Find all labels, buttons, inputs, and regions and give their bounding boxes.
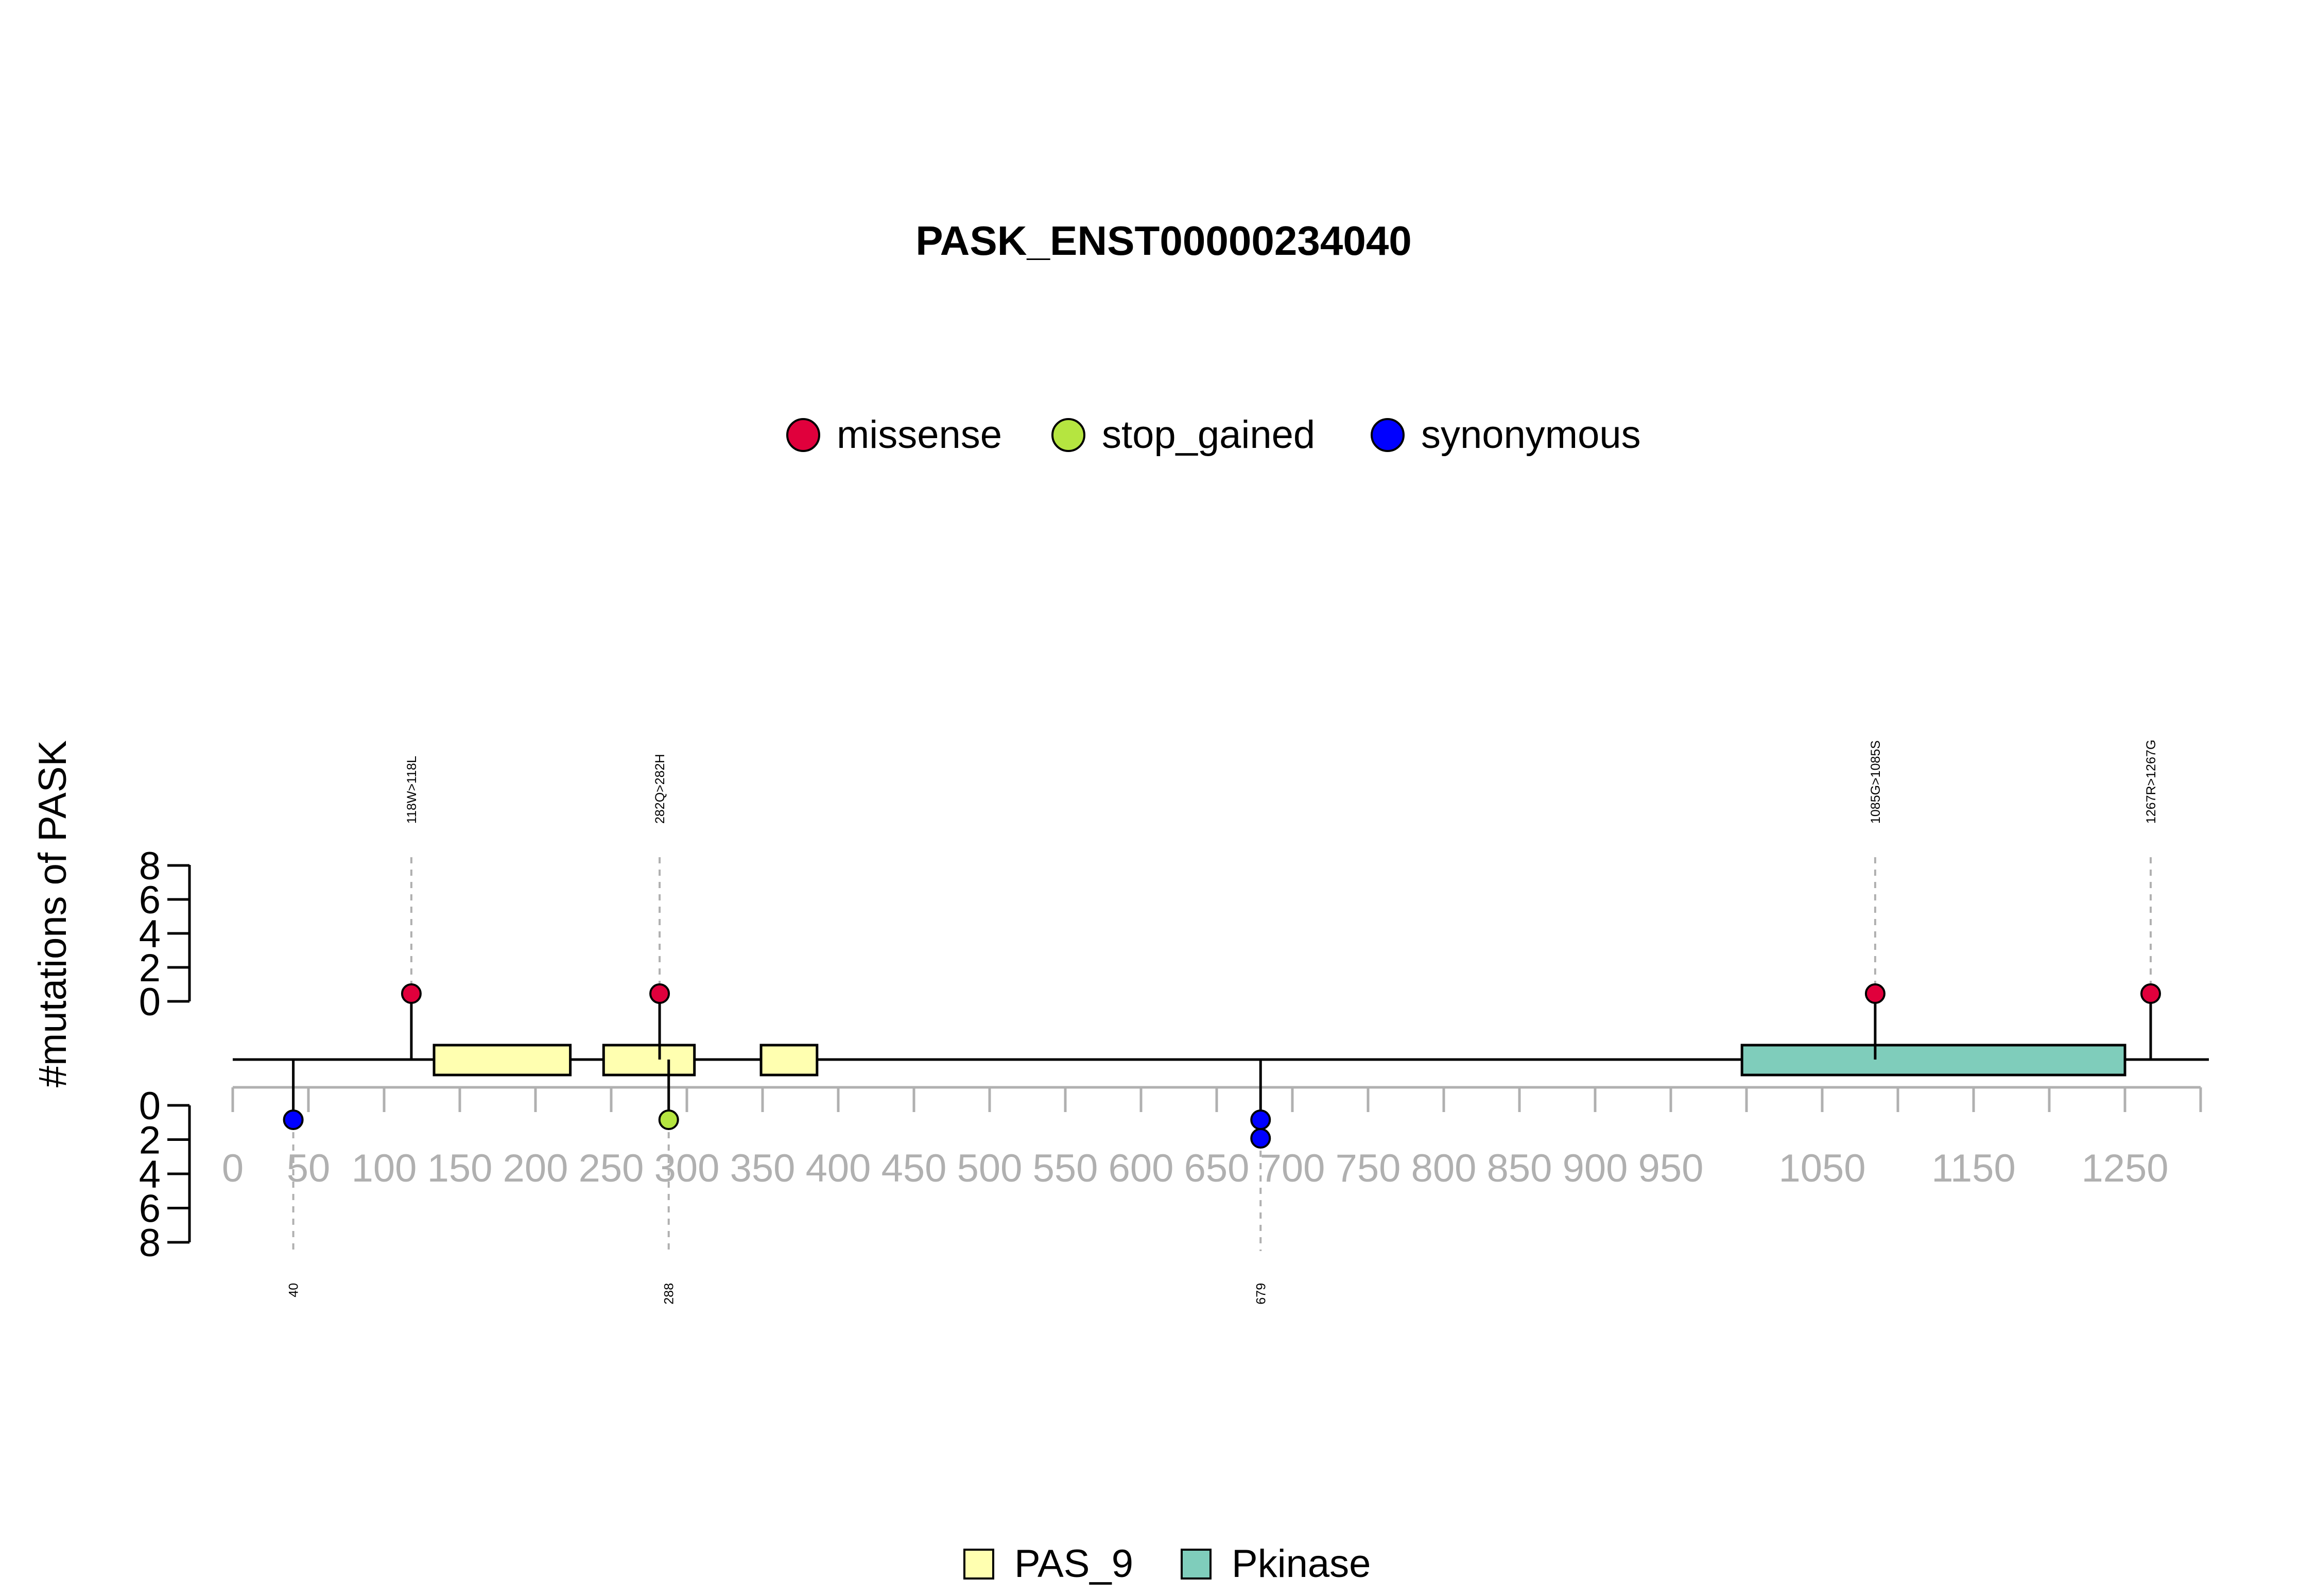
x-tick-label: 150 — [427, 1147, 493, 1190]
mutation-legend: missense stop_gained synonymous — [786, 413, 1641, 457]
x-tick-label: 1050 — [1778, 1147, 1865, 1190]
x-tick-label: 350 — [730, 1147, 796, 1190]
mutation-label: 1267R>1267G — [2144, 740, 2158, 824]
mutation-point-missense — [2140, 983, 2161, 1004]
legend-marker-stop_gained — [1051, 418, 1085, 452]
mutation-label: 282Q>282H — [653, 754, 667, 824]
mutation-point-missense — [649, 983, 670, 1004]
x-tick-label: 750 — [1336, 1147, 1401, 1190]
mutation-label: 288 — [662, 1283, 677, 1305]
domain-legend-label-Pkinase: Pkinase — [1232, 1542, 1371, 1586]
legend-label-missense: missense — [837, 413, 1002, 457]
legend-marker-missense — [786, 418, 820, 452]
y-tick-label-lower: 8 — [139, 1221, 161, 1265]
domain-legend-swatch-Pkinase — [1181, 1549, 1212, 1580]
x-tick-label: 650 — [1184, 1147, 1250, 1190]
x-tick-label: 300 — [654, 1147, 720, 1190]
upper-mutations: 118W>118L 282Q>282H 1085G>1085S 1267R>1267G — [401, 740, 2161, 1060]
domain-Pkinase — [1740, 1044, 2126, 1077]
y-tick-label-lower: 4 — [139, 1153, 161, 1196]
x-tick-label: 400 — [806, 1147, 871, 1190]
x-tick-label: 0 — [222, 1147, 244, 1190]
mutation-label: 118W>118L — [405, 756, 419, 824]
mutation-point-synonymous — [283, 1109, 304, 1130]
x-tick-label: 800 — [1411, 1147, 1477, 1190]
domain-legend-label-PAS_9: PAS_9 — [1014, 1542, 1133, 1586]
y-tick-label-lower: 2 — [139, 1119, 161, 1163]
x-tick-label: 850 — [1487, 1147, 1552, 1190]
y-tick-label-lower: 0 — [139, 1084, 161, 1128]
y-tick-label-upper: 2 — [139, 946, 161, 990]
domain-legend: PAS_9 Pkinase — [963, 1542, 1371, 1586]
domain-boxes — [433, 1044, 2126, 1077]
mutation-label: 40 — [287, 1283, 301, 1297]
chart-title: PASK_ENST00000234040 — [915, 218, 1412, 264]
mutation-label: 1085G>1085S — [1869, 740, 1883, 824]
domain-PAS_9 — [759, 1044, 819, 1077]
x-tick-label: 900 — [1563, 1147, 1628, 1190]
y-tick-label-upper: 6 — [139, 878, 161, 922]
mutation-point-synonymous — [1250, 1128, 1271, 1149]
legend-label-synonymous: synonymous — [1421, 413, 1641, 457]
mutation-point-missense — [1864, 983, 1886, 1004]
x-tick-label: 550 — [1033, 1147, 1098, 1190]
legend-marker-synonymous — [1371, 418, 1405, 452]
x-tick-label: 1250 — [2081, 1147, 2168, 1190]
x-tick-label: 100 — [352, 1147, 417, 1190]
y-tick-label-upper: 0 — [139, 980, 161, 1024]
y-axis-label: #mutations of PASK — [31, 740, 75, 1088]
mutation-point-stop_gained — [658, 1109, 679, 1130]
legend-label-stop_gained: stop_gained — [1102, 413, 1315, 457]
y-tick-label-upper: 8 — [139, 844, 161, 888]
x-tick-label: 450 — [881, 1147, 947, 1190]
mutation-label: 679 — [1254, 1283, 1268, 1305]
lower-mutations: 40 288 679 — [283, 1060, 1271, 1305]
x-tick-label: 950 — [1638, 1147, 1704, 1190]
x-tick-label: 500 — [957, 1147, 1023, 1190]
x-tick-label: 1150 — [1931, 1147, 2015, 1190]
y-tick-label-lower: 6 — [139, 1187, 161, 1231]
x-tick-label: 600 — [1109, 1147, 1174, 1190]
mutation-point-missense — [401, 983, 422, 1004]
domain-PAS_9 — [433, 1044, 572, 1077]
x-tick-label: 200 — [503, 1147, 568, 1190]
mutation-point-synonymous — [1250, 1109, 1271, 1130]
y-tick-label-upper: 4 — [139, 912, 161, 956]
x-axis: 0 50 100 150 200 250 300 350 400 450 500 550 600 650 7… — [222, 1086, 2202, 1190]
domain-legend-swatch-PAS_9 — [963, 1549, 994, 1580]
x-tick-label: 700 — [1260, 1147, 1325, 1190]
domain-PAS_9 — [602, 1044, 696, 1077]
x-tick-label: 250 — [579, 1147, 644, 1190]
